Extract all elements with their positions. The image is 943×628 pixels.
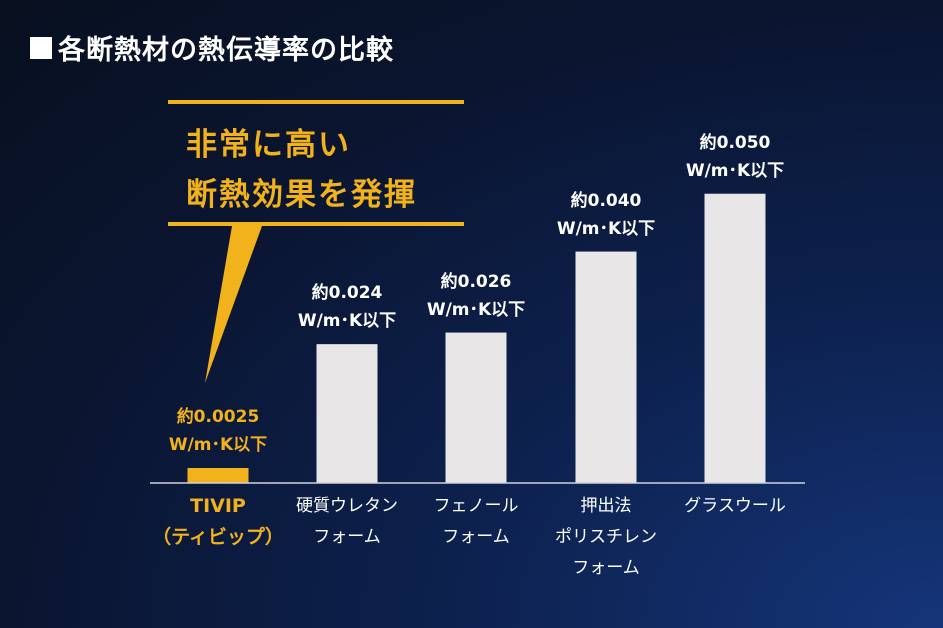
- category-label-line: フォーム: [442, 527, 510, 547]
- value-label-line2: W/m･K以下: [556, 218, 656, 239]
- callout-line-2: 断熱効果を発揮: [186, 177, 417, 213]
- category-label-line: フェノール: [433, 496, 519, 516]
- value-label-line2: W/m･K以下: [297, 311, 397, 332]
- value-label-line1: 約0.024: [311, 283, 383, 304]
- value-label-3: 約0.040 W/m･K以下: [531, 187, 681, 243]
- category-label-line: （ティビップ）: [152, 526, 284, 548]
- value-label-line1: 約0.0025: [176, 407, 260, 427]
- bar-2: [445, 332, 507, 483]
- category-label-0: TIVIP （ティビップ）: [143, 491, 293, 553]
- category-label-line: フォーム: [313, 527, 381, 547]
- callout-bottom-rule: [168, 222, 464, 226]
- value-label-4: 約0.050 W/m･K以下: [660, 129, 810, 185]
- bar-1: [316, 344, 378, 483]
- value-label-line2: W/m･K以下: [685, 160, 785, 181]
- bar-3: [575, 251, 637, 483]
- value-label-0: 約0.0025 W/m･K以下: [143, 403, 293, 459]
- value-label-2: 約0.026 W/m･K以下: [401, 268, 551, 324]
- square-bullet-icon: [30, 36, 52, 59]
- value-label-line2: W/m･K以下: [426, 299, 526, 320]
- category-label-4: グラスウール: [660, 491, 810, 522]
- value-label-line1: 約0.050: [699, 132, 771, 153]
- category-label-line: ポリスチレン: [555, 527, 657, 547]
- category-label-line: 押出法: [580, 496, 632, 516]
- chart-title: 各断熱材の熱伝導率の比較: [30, 28, 394, 67]
- category-label-line: TIVIP: [190, 495, 246, 517]
- chart-title-text: 各断熱材の熱伝導率の比較: [58, 35, 394, 66]
- callout-top-rule: [168, 100, 464, 104]
- value-label-line1: 約0.026: [440, 271, 512, 292]
- callout-pointer: [205, 226, 262, 383]
- callout-text: 非常に高い 断熱効果を発揮: [186, 120, 417, 220]
- category-label-2: フェノール フォーム: [401, 491, 551, 553]
- category-label-3: 押出法ポリスチレン フォーム: [531, 491, 681, 584]
- category-label-line: フォーム: [572, 558, 640, 578]
- value-label-line1: 約0.040: [570, 190, 642, 211]
- bars-group: [187, 193, 766, 483]
- callout-box: 非常に高い 断熱効果を発揮: [168, 100, 464, 226]
- bar-4: [704, 193, 766, 483]
- category-label-1: 硬質ウレタン フォーム: [272, 491, 422, 553]
- value-label-line2: W/m･K以下: [168, 435, 268, 455]
- bar-0: [187, 468, 249, 483]
- category-label-line: 硬質ウレタン: [296, 496, 398, 516]
- value-label-1: 約0.024 W/m･K以下: [272, 279, 422, 335]
- callout-line-1: 非常に高い: [186, 127, 351, 163]
- category-label-line: グラスウール: [684, 496, 786, 516]
